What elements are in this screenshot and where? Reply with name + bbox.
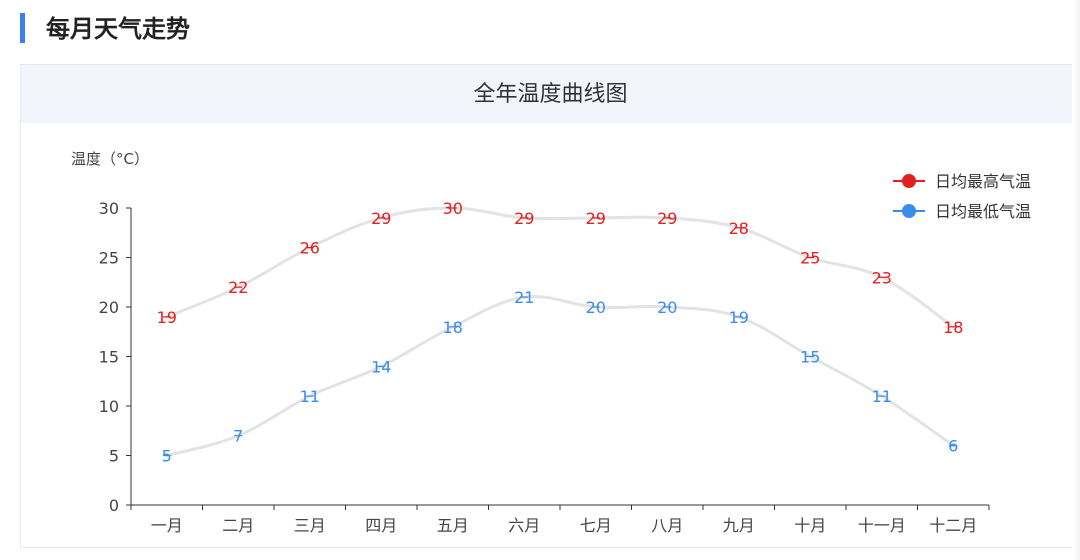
data-label: 29 [514, 209, 534, 228]
data-label: 25 [800, 249, 820, 268]
data-label: 29 [657, 209, 677, 228]
x-tick-label: 三月 [294, 516, 326, 535]
x-tick-label: 八月 [651, 516, 683, 535]
y-tick-label: 0 [109, 496, 119, 515]
data-label: 29 [371, 209, 391, 228]
chart-card: 全年温度曲线图 温度（°C） 0 5 10 15 20 25 30 一月 二月 三月 四月 五月 六月 七月… [20, 64, 1080, 548]
data-label: 5 [162, 447, 172, 466]
y-tick-label: 15 [99, 348, 119, 367]
data-label: 26 [300, 239, 320, 258]
data-label: 19 [157, 308, 177, 327]
data-label: 11 [872, 387, 892, 406]
data-label: 18 [443, 318, 463, 337]
data-label: 7 [233, 427, 243, 446]
data-label: 23 [872, 268, 892, 287]
x-tick-label: 一月 [151, 516, 183, 535]
data-label: 22 [228, 278, 248, 297]
y-tick-label: 5 [109, 447, 119, 466]
series-line-low [165, 294, 955, 457]
x-tick-label: 九月 [723, 516, 755, 535]
x-tick-label: 十月 [794, 516, 826, 535]
section-accent-bar [20, 13, 25, 43]
data-label: 20 [657, 298, 677, 317]
data-label: 15 [800, 348, 820, 367]
data-label: 30 [443, 199, 463, 218]
data-label: 21 [514, 288, 534, 307]
y-tick-label: 20 [99, 298, 119, 317]
data-label: 20 [586, 298, 606, 317]
data-label: 11 [300, 387, 320, 406]
legend-marker [902, 174, 916, 188]
data-label: 6 [948, 437, 958, 456]
temperature-line-chart: 温度（°C） 0 5 10 15 20 25 30 一月 二月 三月 四月 五月 六月 七月 八月 九月 十月 十一… [71, 150, 1031, 535]
y-tick-label: 10 [99, 397, 119, 416]
y-axis-label: 温度（°C） [71, 150, 149, 168]
section-title: 每月天气走势 [46, 15, 190, 43]
x-tick-label: 五月 [437, 516, 469, 535]
legend-label: 日均最高气温 [935, 172, 1031, 191]
data-label: 29 [586, 209, 606, 228]
data-label: 19 [729, 308, 749, 327]
legend-marker [902, 204, 916, 218]
x-tick-label: 十二月 [929, 516, 977, 535]
data-label: 18 [943, 318, 963, 337]
data-label: 14 [371, 357, 391, 376]
x-tick-label: 十一月 [858, 516, 906, 535]
x-tick-label: 四月 [365, 516, 397, 535]
x-tick-label: 二月 [222, 516, 254, 535]
y-tick-label: 25 [99, 249, 119, 268]
y-tick-label: 30 [99, 199, 119, 218]
series-line-high [165, 206, 955, 329]
x-tick-label: 六月 [508, 516, 540, 535]
legend-label: 日均最低气温 [935, 202, 1031, 221]
page-edge-shadow [1072, 0, 1080, 560]
x-tick-label: 七月 [580, 516, 612, 535]
chart-title: 全年温度曲线图 [21, 65, 1080, 123]
data-label: 28 [729, 219, 749, 238]
